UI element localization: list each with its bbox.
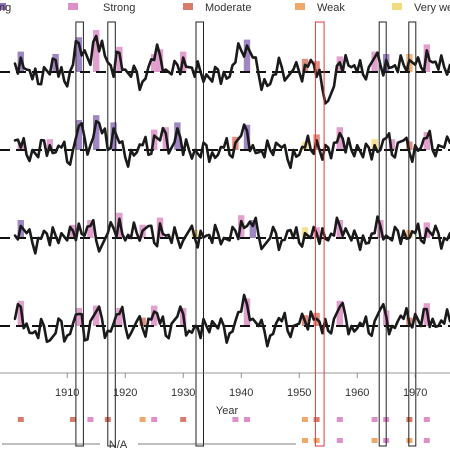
highlight-window-6 (408, 21, 417, 447)
x-tick-label-1970: 1970 (403, 387, 427, 399)
strip-marker-row1-1902 (17, 417, 24, 422)
series-line-panel3 (13, 215, 450, 255)
highlight-window-3 (195, 21, 204, 447)
series-lines (13, 34, 450, 348)
event-bar-panel1-1925 (151, 54, 158, 72)
event-bar-panel1-1963 (371, 51, 378, 72)
strip-marker-row1-1930 (180, 417, 187, 422)
strip-marker-row1-1939 (232, 417, 239, 422)
x-tick-label-1940: 1940 (229, 387, 253, 399)
x-axis-ticks: 1910 1920 1930 1940 1950 1960 1970 (55, 373, 427, 399)
legend-label-strong: Strong (103, 2, 135, 14)
event-bar-panel2-1915 (93, 115, 100, 150)
strip-marker-row1-1925 (151, 417, 158, 422)
legend-label-very-weak: Very we (414, 2, 450, 14)
legend-swatch-strong (68, 3, 78, 10)
highlight-window-5 (378, 21, 387, 447)
strip-marker-row2-1957 (336, 438, 343, 443)
series-line-panel1 (13, 34, 450, 105)
legend-swatch-very-strong (0, 3, 6, 10)
highlight-window-1 (75, 21, 84, 447)
event-bar-panel3-1969 (406, 230, 413, 238)
event-bar-panel4-1912 (75, 308, 82, 326)
series-line-panel4 (13, 293, 450, 348)
event-bar-panel1-1915 (93, 30, 100, 72)
strip-marker-row1-1969 (406, 417, 413, 422)
highlight-windows (75, 21, 417, 447)
x-axis-title: Year (216, 405, 239, 417)
x-tick-label-1930: 1930 (171, 387, 195, 399)
event-bar-panel2-1966 (388, 139, 396, 150)
event-bar-panel1-1912 (75, 37, 82, 72)
event-bar-panel1-1941 (243, 39, 251, 72)
strip-marker-row2-1972 (423, 438, 430, 443)
strip-marker-row2-1951 (302, 438, 308, 443)
event-bar-panel3-1914 (87, 220, 94, 238)
strip-marker-row1-1941 (244, 417, 250, 422)
strip-marker-row1-1914 (87, 417, 94, 422)
x-tick-label-1960: 1960 (345, 387, 369, 399)
event-bar-panel2-1929 (174, 122, 181, 150)
highlight-window-2 (107, 21, 116, 447)
strip-marker-row1-1957 (336, 417, 343, 422)
strip-marker-row1-1972 (423, 417, 430, 422)
legend-swatch-moderate (183, 3, 193, 10)
x-tick-label-1950: 1950 (287, 387, 311, 399)
zero-lines (0, 71, 450, 327)
event-bar-panel4-1919 (116, 308, 123, 326)
strip-marker-row1-1911 (70, 417, 76, 422)
legend-swatch-weak (295, 3, 305, 10)
x-tick-label-1910: 1910 (55, 387, 79, 399)
event-bar-panel1-1953 (313, 61, 320, 72)
highlight-window-4 (314, 21, 325, 447)
series-line-panel2 (13, 119, 450, 170)
strip-marker-row1-1923 (139, 417, 146, 422)
strip-marker-row2-1953 (313, 438, 320, 443)
strip-marker-row1-1953 (313, 417, 320, 422)
strip-marker-row1-1963 (371, 417, 378, 422)
strip-marker-row2-1963 (371, 438, 378, 443)
event-bar-panel4-1923 (139, 317, 146, 326)
event-bar-panel2-1912 (75, 120, 82, 150)
event-bar-panel4-1957 (336, 300, 343, 326)
strip-marker-row2-1969 (406, 438, 413, 443)
event-bar-panel4-1925 (151, 305, 158, 326)
marker-strips (17, 417, 430, 443)
x-tick-label-1920: 1920 (113, 387, 137, 399)
strip-marker-row1-1951 (302, 417, 308, 422)
legend-label-weak: Weak (317, 2, 345, 14)
event-bar-panel3-1942 (249, 220, 256, 238)
legend-swatch-very-weak (392, 3, 402, 10)
legend-label-very-strong: ng (0, 2, 11, 14)
event-bar-panel2-1972 (423, 132, 430, 150)
event-bar-panel4-1915 (93, 305, 100, 326)
na-label: N/A (109, 439, 128, 450)
legend-label-moderate: Moderate (205, 2, 251, 14)
event-bar-panel2-1957 (336, 127, 343, 150)
event-bar-panel4-1941 (243, 298, 251, 326)
legend: ng Strong Moderate Weak Very we (0, 2, 450, 14)
